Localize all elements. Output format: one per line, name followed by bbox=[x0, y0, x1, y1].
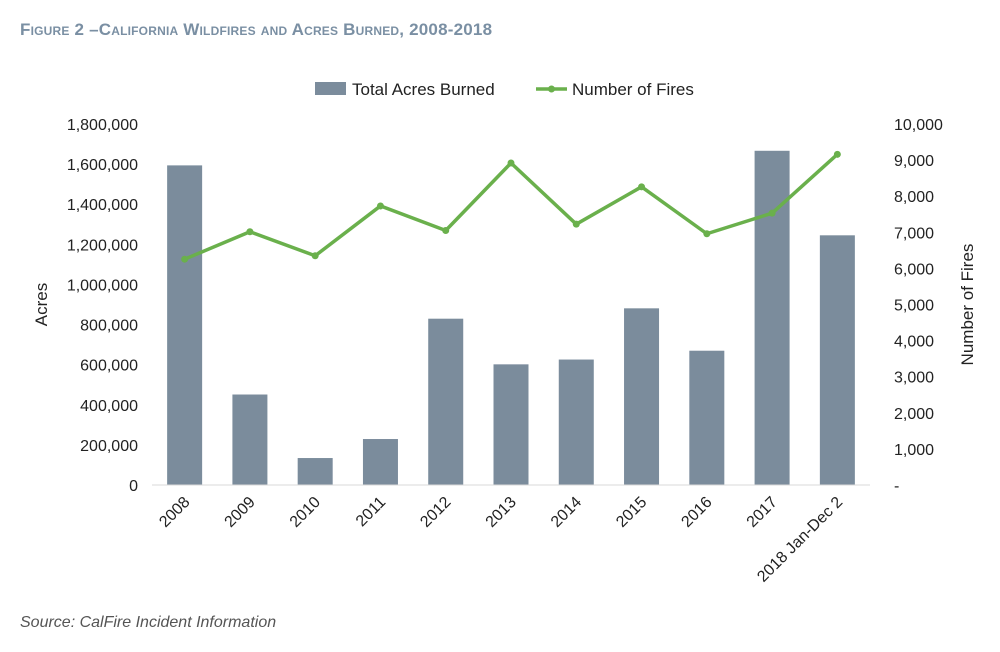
bar bbox=[428, 318, 464, 485]
y2-tick-label: 10,000 bbox=[894, 117, 943, 134]
y-tick-label: 800,000 bbox=[80, 318, 138, 335]
bar bbox=[819, 235, 855, 485]
legend-line-marker bbox=[548, 85, 555, 93]
y-tick-label: 400,000 bbox=[80, 398, 138, 415]
bar bbox=[493, 364, 529, 485]
x-tick-label: 2009 bbox=[222, 494, 259, 531]
y-tick-label: 0 bbox=[129, 478, 138, 495]
bar bbox=[689, 350, 725, 485]
fires-point bbox=[181, 255, 189, 263]
y-tick-label: 200,000 bbox=[80, 438, 138, 455]
y-tick-label: 1,800,000 bbox=[67, 117, 138, 134]
y2-tick-label: 5,000 bbox=[894, 298, 934, 315]
y2-tick-label: - bbox=[894, 478, 899, 495]
bar bbox=[754, 150, 790, 486]
y-tick-label: 1,000,000 bbox=[67, 277, 138, 294]
fires-point bbox=[703, 230, 711, 238]
x-tick-label: 2008 bbox=[156, 494, 193, 531]
legend-bar-swatch bbox=[315, 82, 346, 95]
y-tick-label: 1,400,000 bbox=[67, 197, 138, 214]
y-tick-label: 1,200,000 bbox=[67, 237, 138, 254]
x-tick-label: 2011 bbox=[353, 494, 389, 530]
fires-point bbox=[376, 202, 384, 210]
bar bbox=[297, 458, 333, 485]
bar bbox=[362, 439, 398, 485]
chart-title: Figure 2 –California Wildfires and Acres… bbox=[20, 20, 492, 40]
bar bbox=[167, 165, 203, 485]
legend-line-label: Number of Fires bbox=[572, 80, 694, 99]
x-tick-label: 2017 bbox=[744, 494, 781, 531]
x-tick-label: 2016 bbox=[678, 494, 715, 531]
y2-tick-label: 7,000 bbox=[894, 225, 934, 242]
x-tick-label: 2014 bbox=[548, 494, 585, 531]
x-tick-label: 2013 bbox=[483, 494, 520, 531]
fires-point bbox=[768, 209, 776, 217]
legend-bar-label: Total Acres Burned bbox=[352, 80, 495, 99]
fires-point bbox=[311, 252, 319, 260]
y-tick-label: 1,600,000 bbox=[67, 157, 138, 174]
y-axis-title: Acres bbox=[32, 283, 51, 326]
bar bbox=[624, 308, 660, 485]
x-tick-label: 2015 bbox=[613, 494, 650, 531]
bar bbox=[558, 359, 594, 485]
fires-point bbox=[572, 220, 580, 228]
y2-tick-label: 8,000 bbox=[894, 189, 934, 206]
chart-source: Source: CalFire Incident Information bbox=[20, 614, 277, 631]
fires-point bbox=[246, 228, 254, 236]
y2-tick-label: 6,000 bbox=[894, 261, 934, 278]
fires-point bbox=[638, 183, 646, 191]
fires-point bbox=[507, 159, 515, 167]
y-tick-label: 600,000 bbox=[80, 358, 138, 375]
fires-point bbox=[833, 150, 841, 158]
y2-tick-label: 2,000 bbox=[894, 406, 934, 423]
y2-axis-title: Number of Fires bbox=[958, 244, 977, 366]
fires-point bbox=[442, 226, 450, 234]
y2-tick-label: 9,000 bbox=[894, 153, 934, 170]
y2-tick-label: 1,000 bbox=[894, 442, 934, 459]
y2-tick-label: 4,000 bbox=[894, 334, 934, 351]
fires-line bbox=[183, 153, 839, 261]
y2-tick-label: 3,000 bbox=[894, 370, 934, 387]
chart-title-text: Figure 2 –California Wildfires and Acres… bbox=[20, 20, 493, 39]
x-tick-label: 2012 bbox=[417, 494, 454, 531]
x-tick-label: 2010 bbox=[287, 494, 324, 531]
bar bbox=[232, 394, 268, 485]
